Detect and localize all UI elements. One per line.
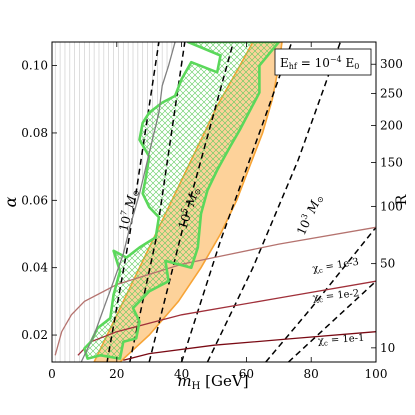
y-tick-label: 0.06 bbox=[21, 193, 48, 207]
mass-label-1e5: 105 M⊙ bbox=[175, 185, 204, 231]
chi-label-1e-1: χc = 1e-1 bbox=[317, 333, 364, 348]
x-axis-label: mH [GeV] bbox=[177, 372, 248, 392]
x-tick-label: 100 bbox=[365, 367, 388, 381]
green-region-outline bbox=[83, 42, 281, 360]
right-axis-label: R bbox=[394, 194, 410, 205]
x-tick-label: 60 bbox=[239, 367, 254, 381]
plot-frame bbox=[51, 41, 377, 363]
y-tick-label: 0.10 bbox=[21, 59, 48, 73]
dashed-contour-line bbox=[106, 42, 160, 362]
x-tick-label: 40 bbox=[174, 367, 189, 381]
legend-text: Ehf = 10−4 E0 bbox=[280, 55, 359, 71]
plot-area bbox=[54, 42, 376, 362]
y-axis-label: α bbox=[1, 196, 20, 207]
dashed-contour-line bbox=[148, 42, 235, 362]
legend-box bbox=[274, 48, 372, 76]
dashed-contour-line bbox=[265, 226, 376, 362]
mass-label-1e3: 103 M⊙ bbox=[293, 192, 326, 238]
dashed-contour-line bbox=[180, 42, 293, 362]
axis-ticks: 0 20 40 60 80 100 0.02 0.04 0.06 0.08 0.10 10 50 100 1… bbox=[21, 42, 403, 381]
r-tick-label: 200 bbox=[380, 119, 403, 133]
r-tick-label: 250 bbox=[380, 87, 403, 101]
x-tick-label: 20 bbox=[109, 367, 124, 381]
chi-label-1e-2: χc = 1e-2 bbox=[312, 288, 360, 305]
excluded-region bbox=[54, 42, 173, 362]
excluded-boundary-line bbox=[80, 42, 176, 362]
y-tick-label: 0.04 bbox=[21, 261, 48, 275]
r-tick-label: 300 bbox=[380, 57, 403, 71]
chi-label-1e-3: χc = 1e-3 bbox=[312, 257, 360, 276]
chi-curve bbox=[54, 226, 376, 356]
y-tick-label: 0.02 bbox=[21, 328, 48, 342]
y-tick-label: 0.08 bbox=[21, 126, 48, 140]
r-tick-label: 150 bbox=[380, 156, 403, 170]
chi-curve bbox=[123, 331, 376, 361]
dashed-contour-line bbox=[206, 42, 342, 362]
r-tick-label: 10 bbox=[380, 341, 395, 355]
r-tick-label: 100 bbox=[380, 199, 403, 213]
legend: Ehf = 10−4 E0 bbox=[274, 48, 372, 76]
x-tick-label: 0 bbox=[48, 367, 56, 381]
r-tick-label: 50 bbox=[380, 257, 395, 271]
x-tick-label: 80 bbox=[304, 367, 319, 381]
mass-label-1e7: 107 M⊙ bbox=[115, 187, 141, 233]
